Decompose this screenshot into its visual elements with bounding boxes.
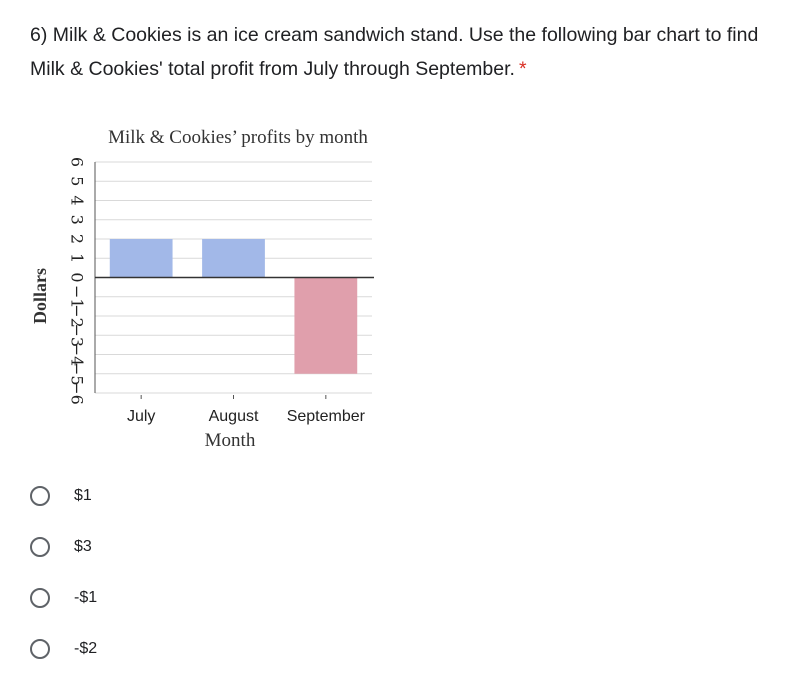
option-label: -$1 [74,588,98,606]
required-marker: * [518,58,527,80]
y-tick-label: −5 [68,362,87,386]
y-axis-label: Dollars [30,268,50,324]
option-1[interactable]: $1 [30,470,97,521]
option-3[interactable]: -$1 [30,572,97,623]
option-label: -$2 [74,639,98,657]
bar-july [109,239,173,278]
question-text: 6) Milk & Cookies is an ice cream sandwi… [30,24,759,80]
y-tick-label: 5 [68,176,87,186]
question-text-block: 6) Milk & Cookies is an ice cream sandwi… [30,18,780,86]
y-tick-label: −2 [68,304,87,328]
y-tick-label: −1 [68,285,87,309]
option-label: $1 [74,486,92,504]
x-tick-label: September [287,408,366,425]
option-label: $3 [74,537,92,555]
radio-button[interactable] [30,536,50,557]
chart-title: Milk & Cookies’ profits by month [108,127,368,148]
option-2[interactable]: $3 [30,521,97,572]
bar-august [202,239,265,278]
option-4[interactable]: -$2 [30,623,97,674]
bar-september [294,277,358,374]
x-tick-label: August [209,408,259,425]
bar-chart: Milk & Cookies’ profits by month Dollars… [30,127,374,451]
radio-button[interactable] [30,638,50,659]
y-tick-label: 6 [68,157,87,167]
radio-button[interactable] [30,587,50,608]
y-tick-label: 3 [68,215,87,225]
x-tick-label: July [127,408,155,425]
y-tick-label: −3 [68,323,87,347]
y-tick-label: −4 [68,343,87,367]
y-tick-label: 4 [68,195,87,205]
y-tick-label: 1 [68,253,87,263]
answer-options: $1 $3 -$1 -$2 [30,470,97,674]
y-tick-label: 2 [68,234,87,244]
x-axis-label: Month [205,430,256,451]
y-tick-label: 0 [68,272,87,282]
radio-button[interactable] [30,485,50,506]
y-tick-label: −6 [68,381,87,405]
